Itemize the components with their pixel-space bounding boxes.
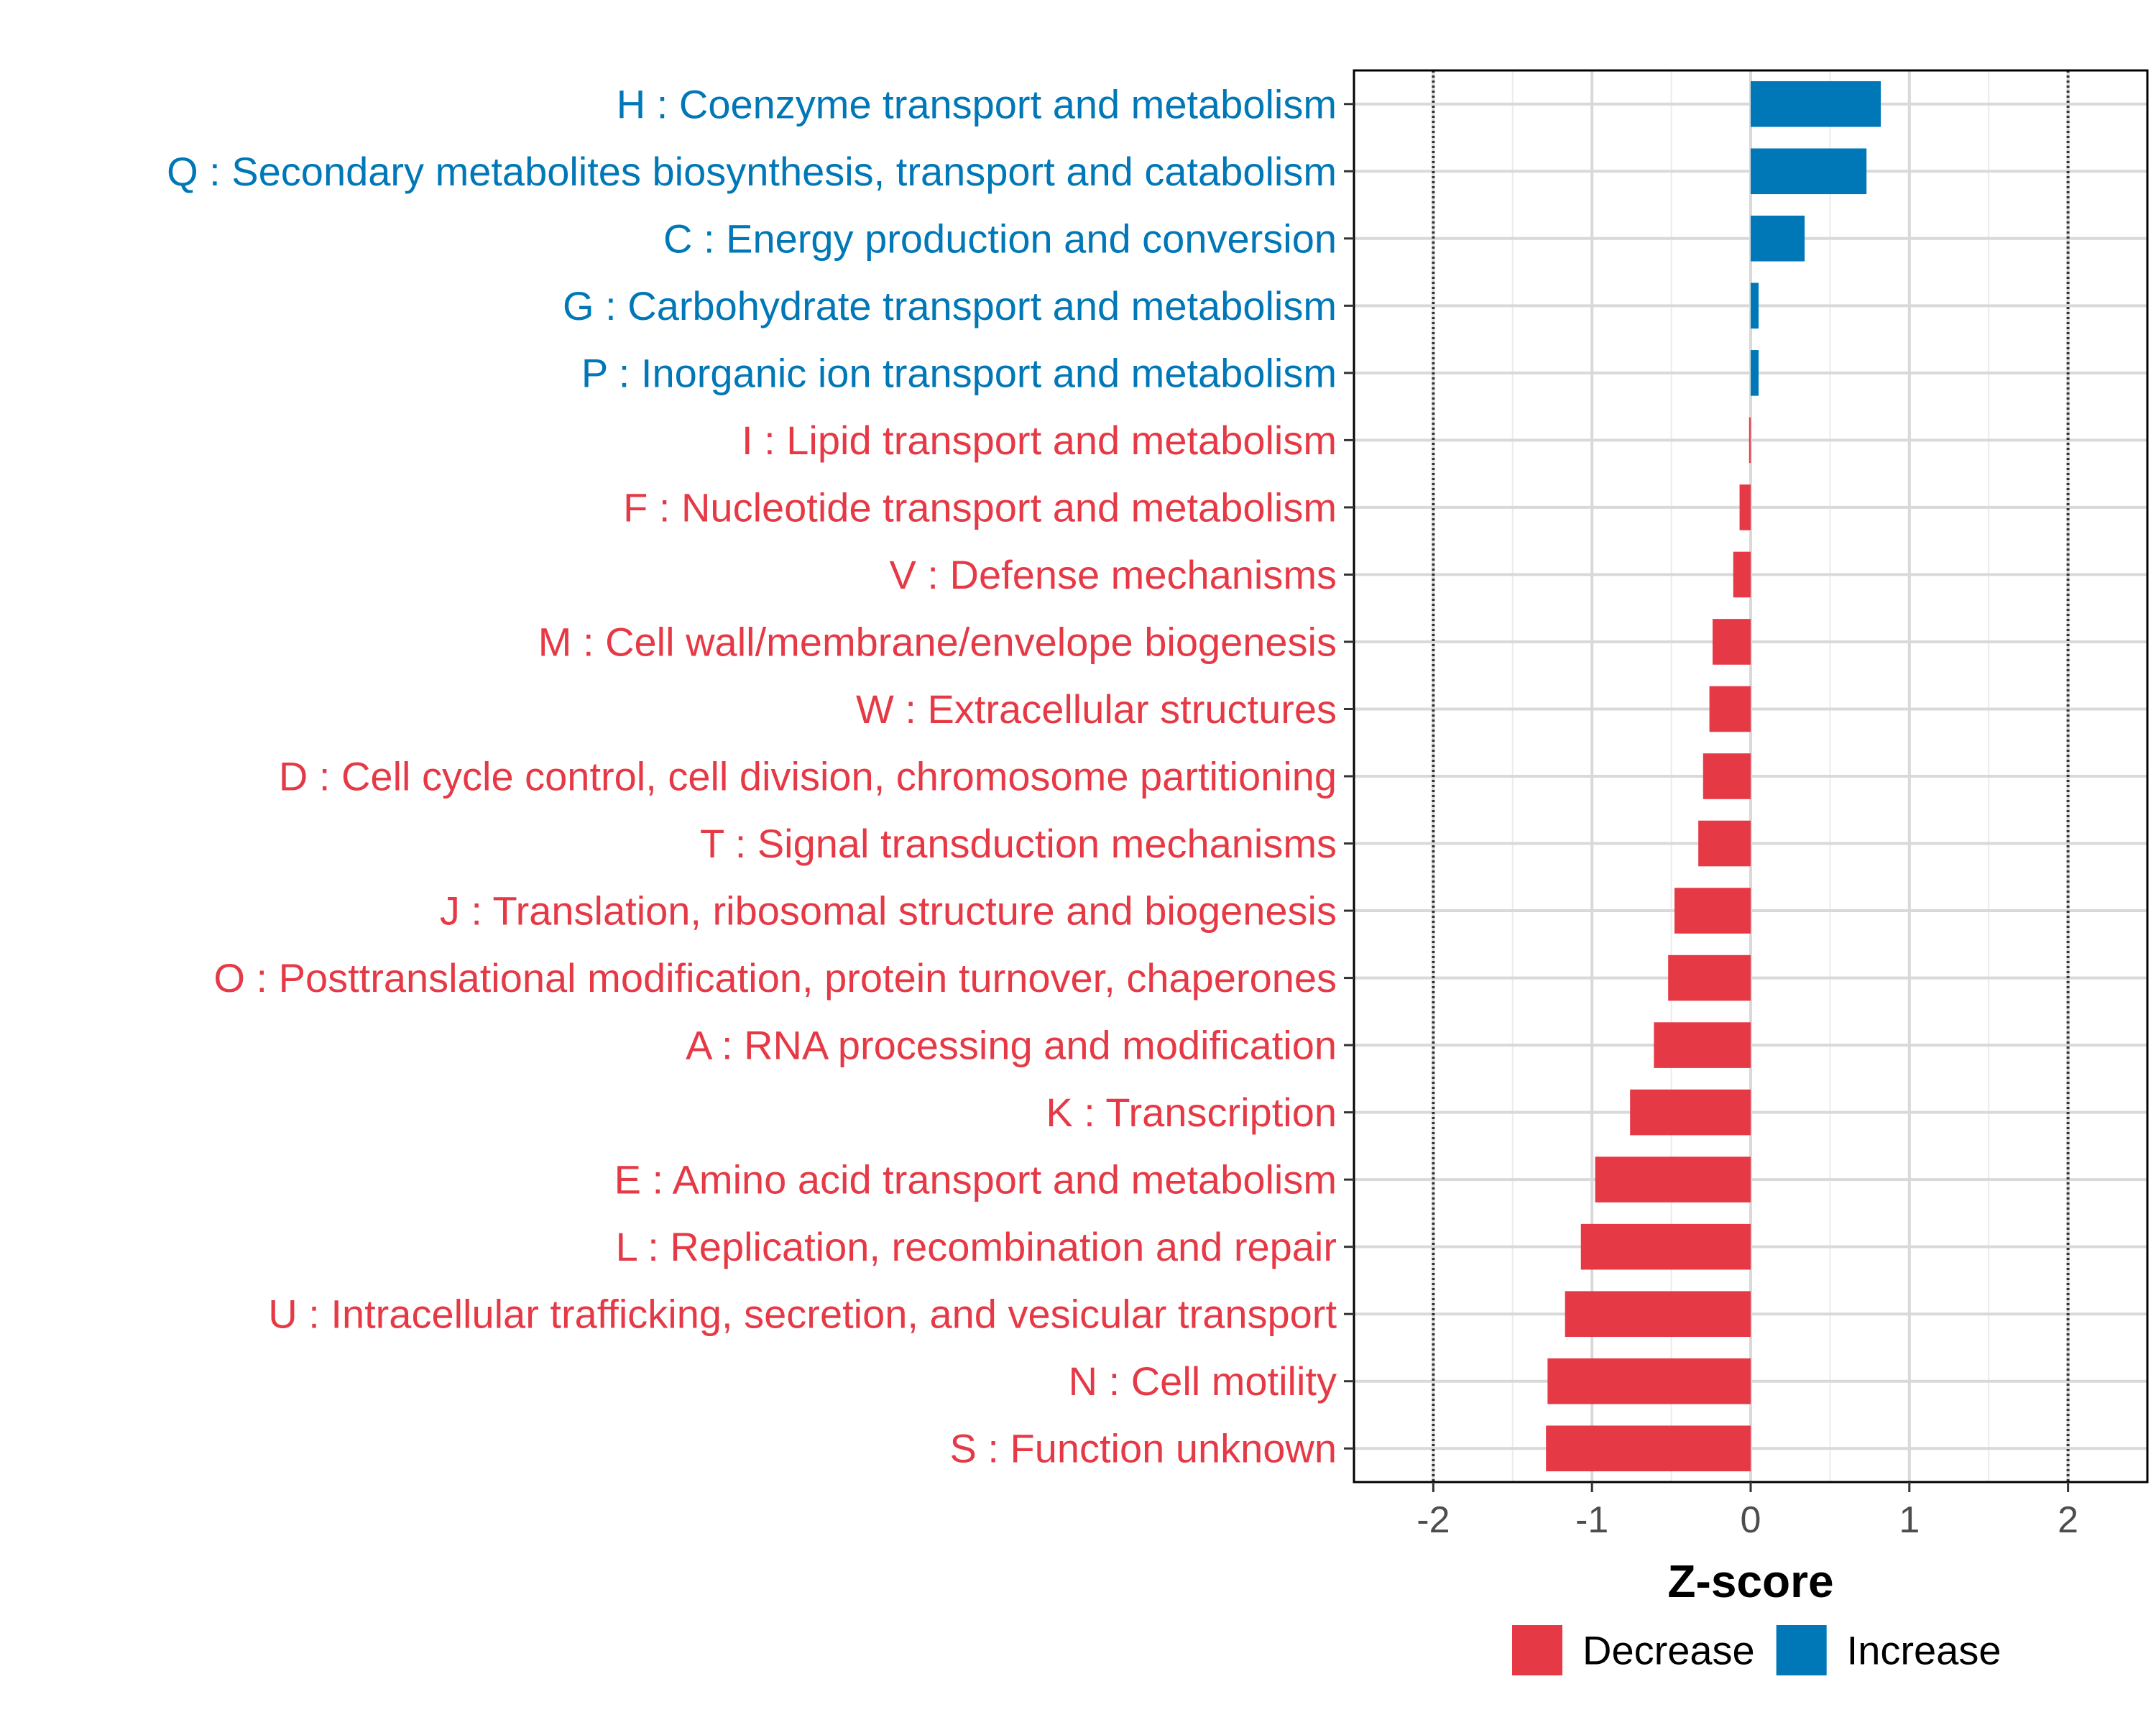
- category-label: J : Translation, ribosomal structure and…: [440, 888, 1337, 934]
- category-label: F : Nucleotide transport and metabolism: [623, 484, 1337, 530]
- legend-key-decrease: [1512, 1625, 1562, 1675]
- bar: [1674, 888, 1751, 934]
- bar: [1654, 1022, 1751, 1068]
- category-label: K : Transcription: [1046, 1090, 1337, 1135]
- category-label: C : Energy production and conversion: [663, 216, 1337, 261]
- bar: [1565, 1291, 1751, 1337]
- category-label: E : Amino acid transport and metabolism: [614, 1157, 1337, 1202]
- x-axis-ticks: -2 -1 0 1 2: [1416, 1482, 2078, 1541]
- category-label: T : Signal transduction mechanisms: [700, 821, 1337, 866]
- bar: [1751, 216, 1805, 262]
- category-label: O : Posttranslational modification, prot…: [213, 955, 1337, 1000]
- category-label: L : Replication, recombination and repai…: [616, 1224, 1337, 1269]
- bar: [1751, 80, 1881, 127]
- bar: [1739, 484, 1751, 530]
- bar: [1749, 417, 1751, 464]
- x-tick-label: -1: [1575, 1499, 1608, 1541]
- category-label: M : Cell wall/membrane/envelope biogenes…: [538, 619, 1337, 664]
- bar: [1703, 753, 1751, 799]
- category-label: W : Extracellular structures: [856, 686, 1337, 732]
- category-label: Q : Secondary metabolites biosynthesis, …: [167, 149, 1337, 194]
- category-label: V : Defense mechanisms: [890, 552, 1337, 597]
- category-label: G : Carbohydrate transport and metabolis…: [563, 283, 1337, 328]
- category-label: N : Cell motility: [1069, 1358, 1337, 1404]
- category-label: P : Inorganic ion transport and metaboli…: [581, 350, 1337, 395]
- category-label: H : Coenzyme transport and metabolism: [617, 81, 1337, 126]
- category-labels: H : Coenzyme transport and metabolism Q :…: [167, 81, 1337, 1471]
- category-label: D : Cell cycle control, cell division, c…: [279, 754, 1337, 799]
- bar: [1751, 350, 1759, 396]
- legend-label-decrease: Decrease: [1583, 1628, 1755, 1673]
- y-axis-ticks: [1344, 103, 1354, 1450]
- legend-key-increase: [1776, 1625, 1827, 1675]
- bar: [1751, 148, 1867, 195]
- bar: [1546, 1425, 1751, 1472]
- legend: Decrease Increase: [1512, 1625, 2001, 1675]
- bar: [1733, 551, 1751, 598]
- x-tick-label: 1: [1899, 1499, 1920, 1541]
- reference-lines: [1432, 70, 2070, 1482]
- bar: [1713, 619, 1751, 665]
- bar: [1595, 1156, 1751, 1202]
- category-label: A : RNA processing and modification: [686, 1023, 1337, 1068]
- bar: [1580, 1223, 1751, 1270]
- category-label: S : Function unknown: [949, 1426, 1337, 1471]
- bar: [1709, 686, 1751, 732]
- legend-label-increase: Increase: [1847, 1628, 2001, 1673]
- bar: [1698, 820, 1751, 867]
- x-tick-label: 2: [2058, 1499, 2078, 1541]
- bar: [1668, 954, 1751, 1001]
- bars: [1546, 80, 1881, 1472]
- bar: [1547, 1358, 1751, 1404]
- category-label: I : Lipid transport and metabolism: [742, 418, 1337, 463]
- x-tick-label: 0: [1741, 1499, 1761, 1541]
- x-axis-title: Z-score: [1667, 1555, 1833, 1607]
- x-tick-label: -2: [1416, 1499, 1450, 1541]
- bar: [1630, 1089, 1751, 1136]
- category-label: U : Intracellular trafficking, secretion…: [268, 1292, 1337, 1337]
- bar: [1751, 282, 1759, 329]
